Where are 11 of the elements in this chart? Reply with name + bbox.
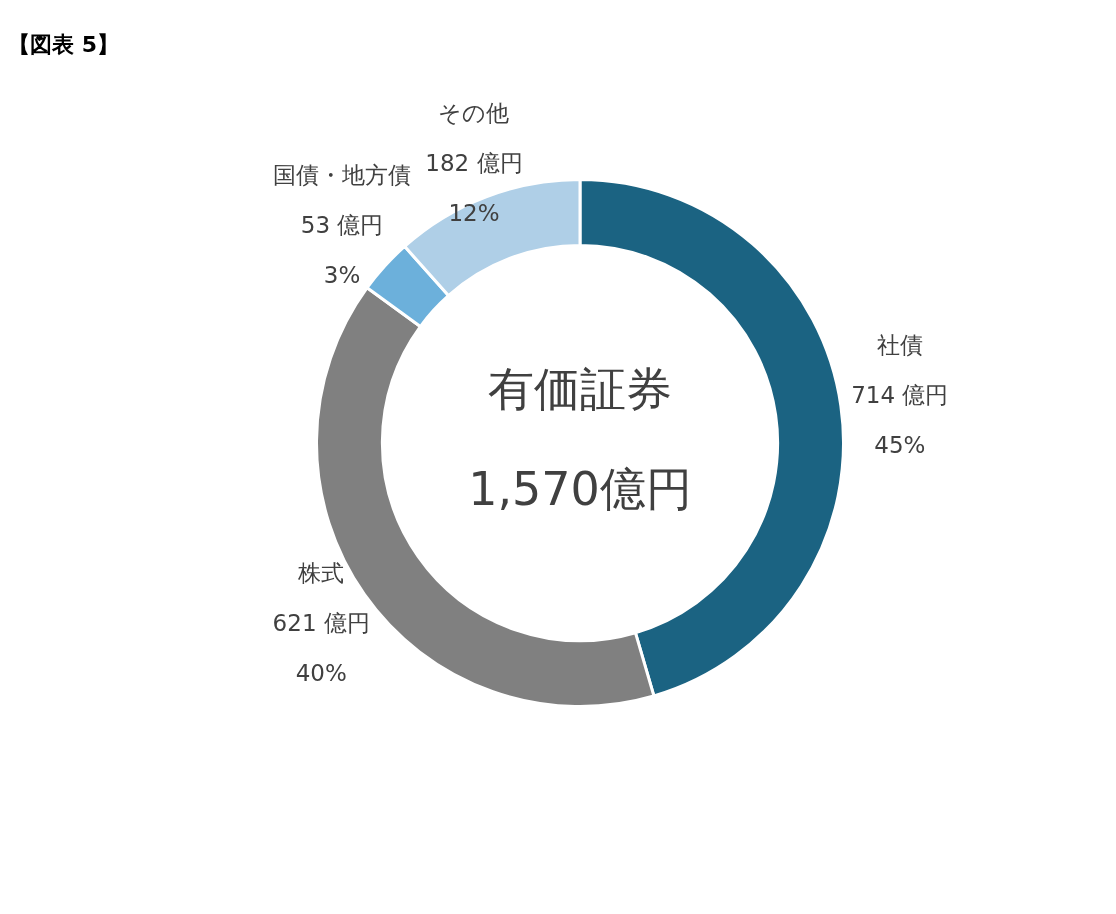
data-label: 182 億円 12% (425, 149, 523, 226)
slice-label: 社債 (876, 332, 923, 359)
slice-label: 国債・地方債 (273, 162, 412, 189)
text: 1,570億円 (468, 461, 692, 516)
data-label: 53 億円 3% (300, 212, 384, 289)
text: 有価証券 (488, 361, 672, 416)
slice-label: 株式 (297, 559, 345, 586)
text: 【図表 5】 (8, 31, 119, 59)
slice-label: その他 (438, 99, 510, 126)
data-label: 714 億円 45% (851, 382, 949, 459)
data-label: 621 億円 40% (272, 609, 370, 686)
